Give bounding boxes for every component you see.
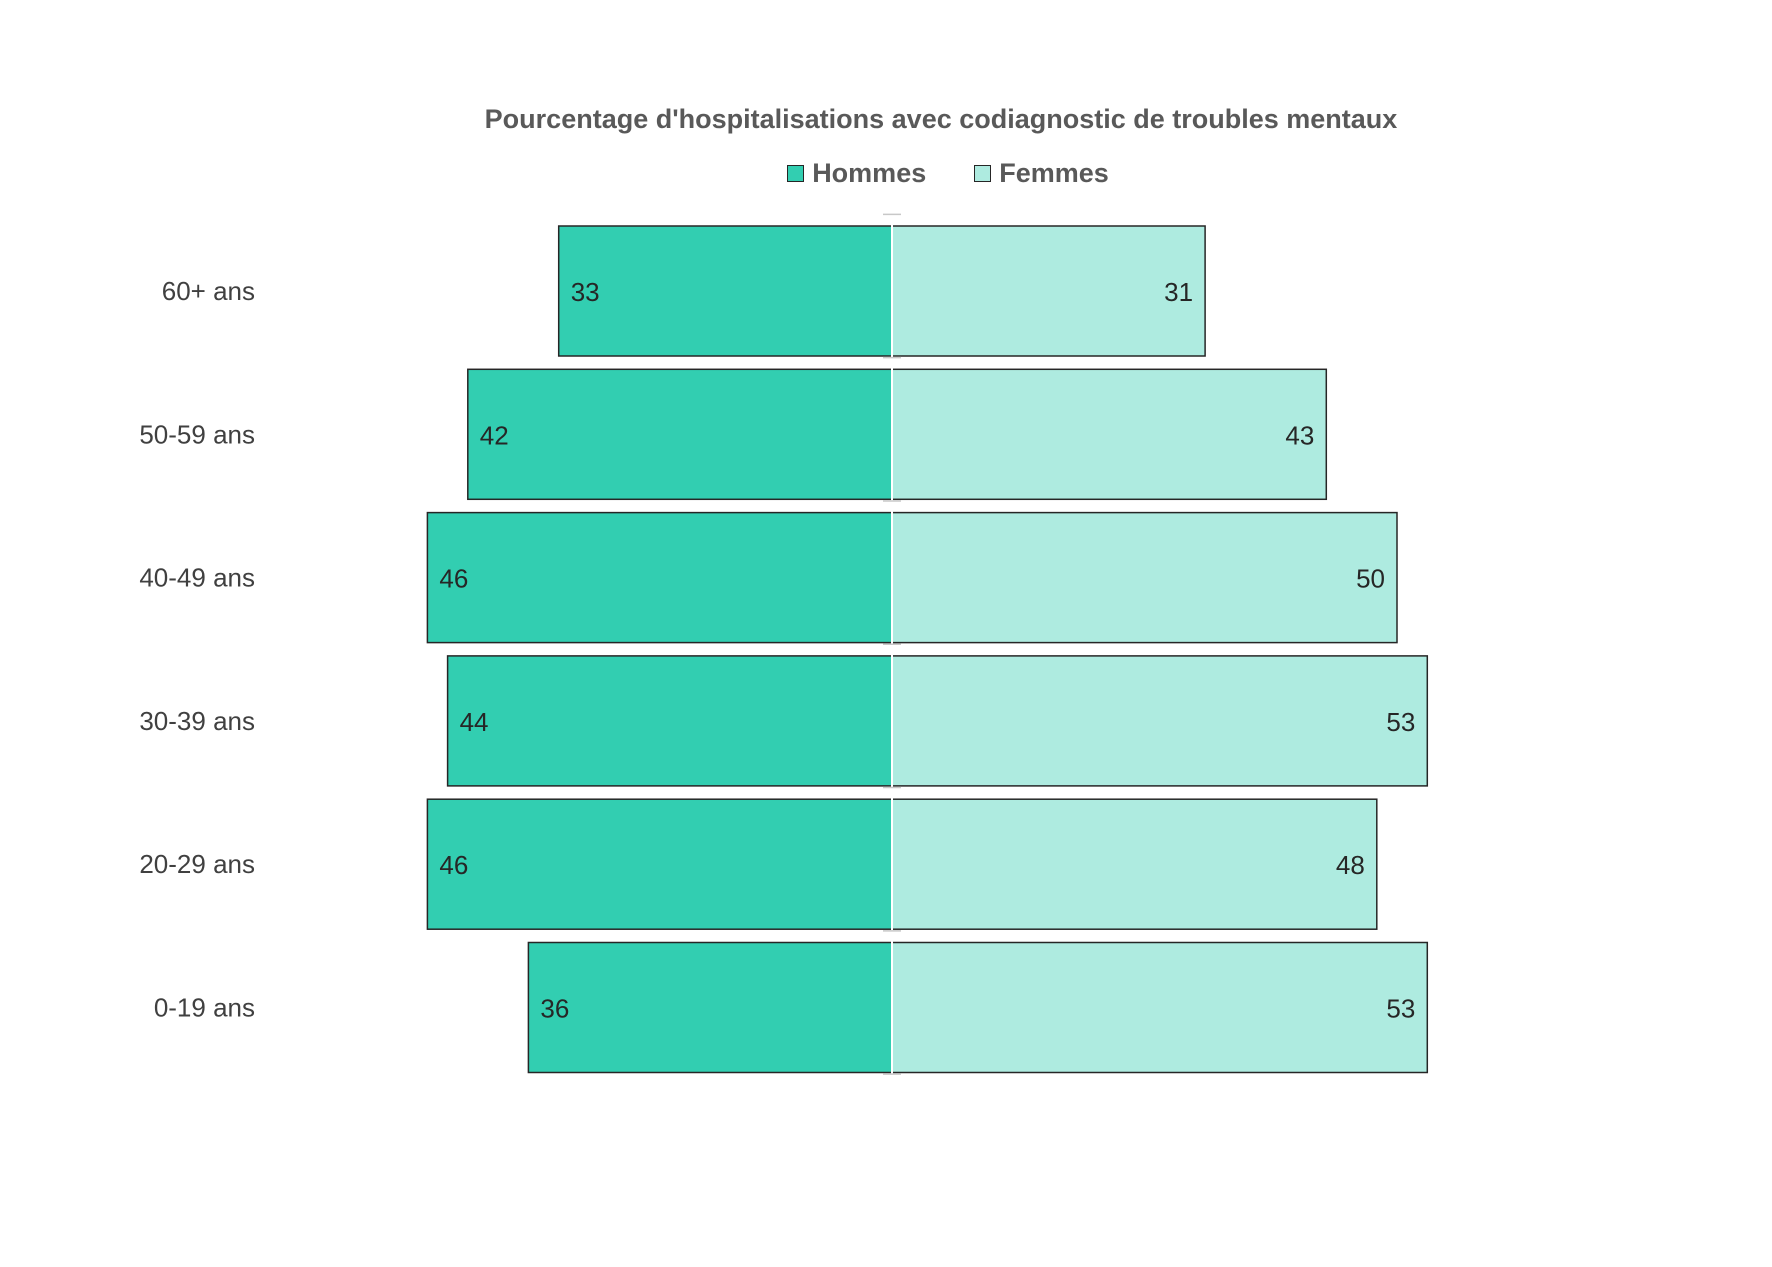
bar-femmes-60-ans [891,225,1206,357]
category-label-50-59-ans: 50-59 ans [139,419,255,449]
bar-hommes-20-29-ans [426,798,893,930]
data-label-hommes-40-49-ans: 46 [439,564,468,594]
data-label-hommes-50-59-ans: 42 [480,420,509,450]
category-label-60-ans: 60+ ans [162,276,255,306]
data-label-femmes-20-29-ans: 48 [1336,850,1365,880]
category-label-0-19-ans: 0-19 ans [154,993,255,1023]
bar-femmes-0-19-ans [891,941,1429,1074]
bar-femmes-40-49-ans [891,511,1398,644]
data-label-hommes-20-29-ans: 46 [439,850,468,880]
category-label-40-49-ans: 40-49 ans [139,563,255,593]
legend: Hommes Femmes [0,158,1772,189]
legend-item-femmes: Femmes [974,158,1109,189]
bar-hommes-30-39-ans [446,655,893,787]
bar-hommes-0-19-ans [527,941,893,1074]
data-label-femmes-0-19-ans: 53 [1386,994,1415,1024]
data-label-hommes-30-39-ans: 44 [460,707,489,737]
category-label-30-39-ans: 30-39 ans [139,706,255,736]
bar-femmes-20-29-ans [891,798,1378,930]
legend-swatch-hommes [787,165,805,182]
data-label-femmes-60-ans: 31 [1164,277,1193,307]
bar-hommes-40-49-ans [426,511,893,644]
bar-femmes-50-59-ans [891,368,1328,501]
data-label-femmes-30-39-ans: 53 [1386,707,1415,737]
data-label-femmes-40-49-ans: 50 [1356,564,1385,594]
bar-hommes-60-ans [557,225,893,357]
legend-label-femmes: Femmes [999,158,1109,188]
legend-label-hommes: Hommes [812,158,927,188]
data-label-hommes-60-ans: 33 [571,277,600,307]
data-label-hommes-0-19-ans: 36 [540,994,569,1024]
bar-hommes-50-59-ans [467,368,893,501]
data-label-femmes-50-59-ans: 43 [1285,420,1314,450]
legend-item-hommes: Hommes [787,158,926,189]
bar-femmes-30-39-ans [891,655,1429,787]
chart-title: Pourcentage d'hospitalisations avec codi… [484,104,1398,134]
category-label-20-29-ans: 20-29 ans [139,849,255,879]
legend-swatch-femmes [974,165,992,182]
